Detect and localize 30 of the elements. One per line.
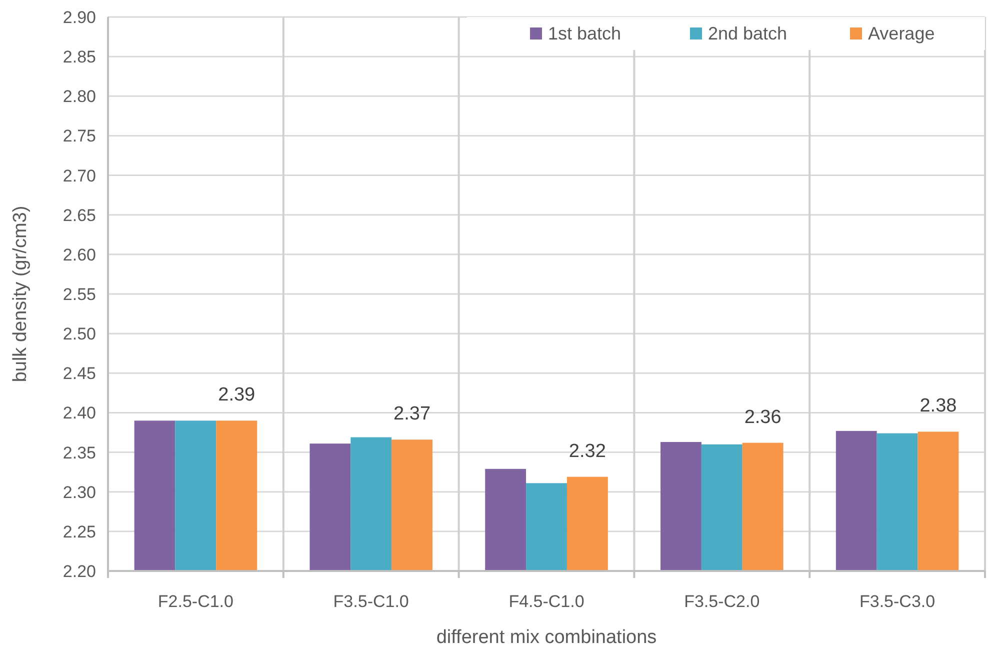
data-label: 2.39	[218, 384, 256, 406]
y-tick-label: 2.55	[62, 285, 96, 304]
legend-label: Average	[868, 24, 935, 44]
y-tick-label: 2.65	[62, 206, 96, 225]
x-tick-label: F2.5-C1.0	[158, 592, 234, 611]
x-tick-label: F3.5-C2.0	[684, 592, 760, 611]
y-tick-label: 2.20	[62, 562, 96, 581]
data-label: 2.32	[568, 440, 606, 462]
y-tick-label: 2.90	[62, 8, 96, 27]
data-label: 2.38	[920, 396, 957, 417]
y-tick-label: 2.25	[62, 522, 96, 542]
y-tick-label: 2.50	[62, 324, 96, 344]
data-label: 2.37	[394, 404, 431, 425]
y-tick-label: 2.35	[62, 443, 96, 462]
y-tick-label: 2.70	[62, 166, 96, 186]
legend-label: 1st batch	[548, 24, 622, 44]
x-tick-label: F3.5-C3.0	[860, 592, 936, 611]
y-tick-label: 2.30	[62, 482, 96, 502]
data-label: 2.36	[744, 406, 782, 428]
y-tick-label: 2.85	[62, 48, 96, 67]
x-tick-label: F3.5-C1.0	[333, 592, 409, 611]
x-axis-title: different mix combinations	[436, 627, 657, 648]
x-tick-label: F4.5-C1.0	[508, 592, 584, 611]
y-tick-label: 2.45	[62, 364, 96, 384]
y-tick-label: 2.40	[62, 404, 96, 423]
y-tick-label: 2.80	[62, 87, 96, 106]
y-axis-title: bulk density (gr/cm3)	[10, 206, 31, 382]
y-tick-label: 2.60	[62, 245, 96, 264]
legend-label: 2nd batch	[708, 24, 788, 44]
y-tick-label: 2.75	[62, 126, 96, 146]
